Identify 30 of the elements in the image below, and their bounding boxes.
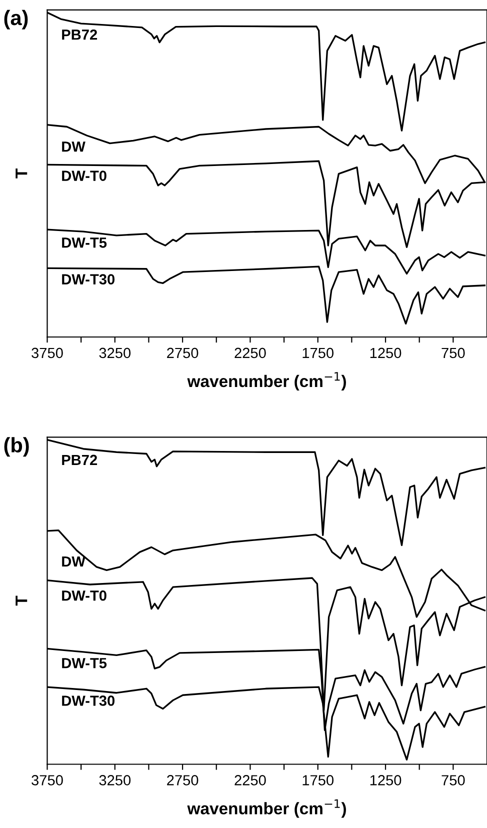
- chart-title: (a): [4, 10, 28, 30]
- x-tick-label: 1250: [370, 775, 402, 786]
- series-label: PB72: [62, 454, 98, 465]
- series-label: DW-T30: [62, 696, 115, 706]
- x-tick-label: 2750: [167, 348, 198, 358]
- x-tick-label: 2750: [167, 775, 198, 786]
- x-axis-title: wavenumber (cm$^{−1}$): [187, 372, 346, 390]
- x-tick-label: 3250: [99, 775, 131, 786]
- x-tick-label: 1750: [302, 348, 334, 358]
- y-axis-title: T: [16, 168, 28, 178]
- series-label: PB72: [62, 30, 98, 40]
- x-tick-label: 750: [442, 348, 465, 358]
- series-label: DW: [62, 556, 86, 567]
- series-label: DW-T5: [62, 238, 107, 248]
- series-label: DW-T0: [62, 170, 106, 181]
- x-tick-label: 3750: [32, 348, 63, 358]
- chart-title: (b): [4, 437, 29, 457]
- x-axis-title: wavenumber (cm$^{−1}$): [187, 799, 346, 818]
- x-tick-label: 2250: [234, 348, 266, 358]
- x-tick-label: 1750: [302, 775, 334, 786]
- series-label: DW-T0: [62, 590, 106, 601]
- x-tick-label: 750: [442, 775, 465, 786]
- x-tick-label: 3250: [99, 348, 131, 358]
- series-label: DW-T30: [62, 274, 115, 284]
- x-tick-label: 2250: [234, 775, 266, 786]
- series-label: DW-T5: [62, 658, 107, 668]
- series-label: DW: [62, 142, 86, 152]
- y-axis-title: T: [16, 596, 28, 606]
- x-tick-label: 3750: [32, 775, 63, 786]
- x-tick-label: 1250: [370, 348, 402, 358]
